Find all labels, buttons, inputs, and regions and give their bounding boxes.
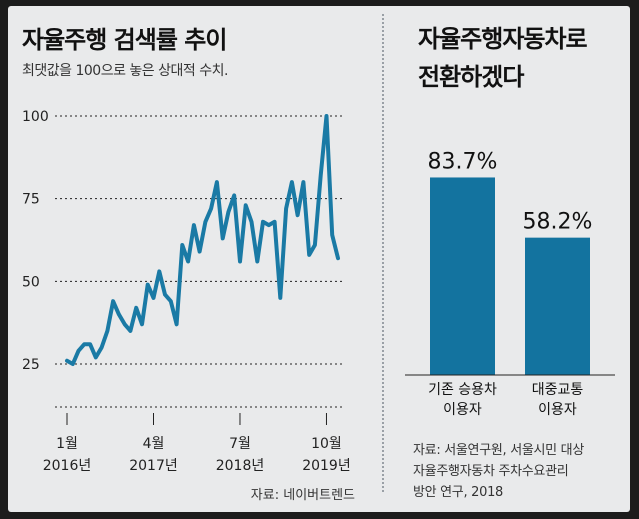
bar [430, 177, 495, 375]
x-tick-year: 2017년 [129, 458, 178, 474]
bar-chart-title-line: 전환하겠다 [418, 63, 524, 91]
line-chart-title: 자율주행 검색률 추이 [22, 26, 227, 54]
series-line [65, 114, 340, 366]
x-tick-month: 4월 [143, 436, 165, 452]
bar-category-label: 대중교통 이용자 [531, 382, 584, 418]
bar-chart-source-line: 자율주행자동차 주차수요관리 [413, 464, 569, 479]
bar-chart-source-line: 방안 연구, 2018 [413, 485, 504, 500]
y-tick-label: 75 [22, 192, 40, 208]
x-tick-month: 10월 [311, 436, 342, 452]
y-tick-label: 50 [22, 274, 40, 290]
line-chart-source: 자료: 네이버트렌드 [250, 488, 355, 503]
x-tick-year: 2016년 [43, 458, 92, 474]
x-tick-year: 2019년 [302, 458, 351, 474]
line-chart-subtitle: 최댓값을 100으로 놓은 상대적 수치. [22, 63, 228, 79]
x-tick-month: 7월 [229, 436, 251, 452]
bar-chart-source: 자료: 서울연구원, 서울시민 대상 자율주행자동차 주차수요관리 방안 연구,… [413, 440, 623, 503]
bar-chart-title-line: 자율주행자동차로 [418, 25, 588, 53]
bar [525, 237, 590, 375]
panel-divider [382, 14, 384, 492]
x-tick-year: 2018년 [216, 458, 265, 474]
bar-value-label: 83.7% [428, 149, 498, 174]
bar-value-label: 58.2% [523, 210, 593, 235]
bar-chart-source-line: 자료: 서울연구원, 서울시민 대상 [413, 443, 584, 458]
y-tick-label: 25 [22, 357, 40, 373]
bar-chart-title: 자율주행자동차로 전환하겠다 [418, 20, 618, 96]
bar-category-label: 기존 승용차 이용자 [428, 382, 497, 418]
x-tick-month: 1월 [56, 436, 78, 452]
y-tick-label: 100 [22, 109, 49, 125]
